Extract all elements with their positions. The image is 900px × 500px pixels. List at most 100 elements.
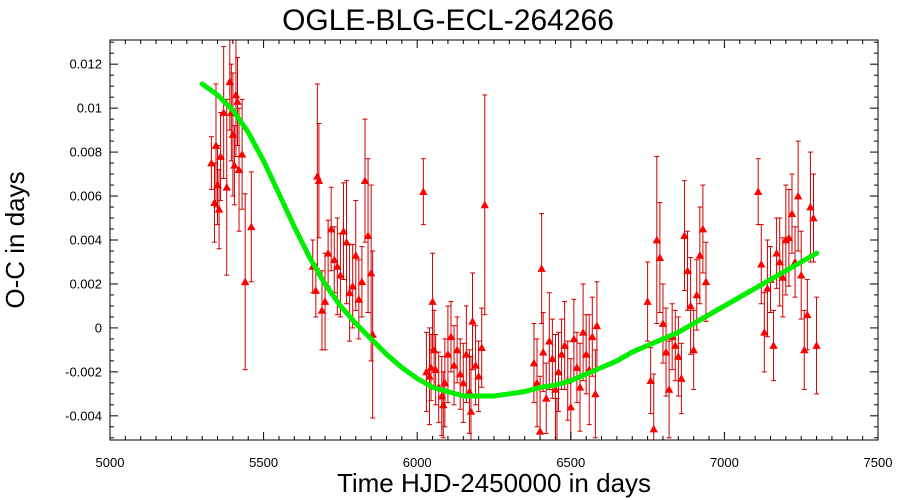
x-tick-label: 6000 bbox=[403, 455, 432, 470]
data-point-triangle bbox=[683, 266, 692, 275]
data-point-triangle bbox=[428, 297, 437, 305]
axis-ticks: 5000 5500 6000 6500 7000 7500 -0.004 -0.002 0 0.0… bbox=[65, 40, 892, 470]
data-point-triangle bbox=[449, 361, 459, 369]
data-point-triangle bbox=[646, 376, 655, 385]
data-point-triangle bbox=[575, 383, 585, 391]
data-point-triangle bbox=[787, 209, 797, 217]
data-point-triangle bbox=[233, 97, 242, 105]
data-point-triangle bbox=[554, 367, 563, 376]
data-point-triangle bbox=[339, 227, 348, 235]
data-point-triangle bbox=[698, 224, 708, 233]
data-point-triangle bbox=[468, 317, 477, 325]
data-point-triangle bbox=[240, 277, 250, 286]
data-point-triangle bbox=[419, 187, 428, 196]
data-point-triangle bbox=[317, 306, 327, 314]
data-point-triangle bbox=[320, 297, 330, 305]
data-point-triangle bbox=[763, 284, 772, 292]
data-point-triangle bbox=[440, 378, 450, 387]
y-tick-label: 0.01 bbox=[77, 101, 102, 116]
data-point-triangle bbox=[555, 437, 559, 440]
data-point-triangle bbox=[333, 262, 342, 270]
data-point-triangle bbox=[572, 363, 582, 371]
data-point-triangle bbox=[214, 205, 224, 213]
data-point-triangle bbox=[336, 270, 345, 279]
data-point-triangle bbox=[655, 253, 665, 261]
data-point-triangle bbox=[784, 233, 794, 242]
data-point-triangle bbox=[207, 158, 216, 167]
data-point-triangle bbox=[474, 372, 483, 380]
data-point-triangle bbox=[313, 172, 322, 180]
data-point-triangle bbox=[351, 251, 360, 259]
data-point-triangle bbox=[535, 427, 545, 435]
data-point-triangle bbox=[219, 108, 228, 116]
data-point-triangle bbox=[342, 237, 351, 246]
data-point-triangle bbox=[429, 345, 439, 354]
data-point-triangle bbox=[311, 286, 321, 294]
data-point-triangle bbox=[753, 187, 763, 196]
data-point-triangle bbox=[809, 213, 818, 222]
data-point-triangle bbox=[578, 328, 588, 336]
data-point-triangle bbox=[348, 281, 357, 290]
data-point-triangle bbox=[581, 350, 591, 358]
data-point-triangle bbox=[652, 235, 662, 244]
data-point-triangle bbox=[480, 200, 489, 209]
data-point-triangle bbox=[529, 358, 539, 367]
data-point-triangle bbox=[649, 424, 658, 433]
data-point-triangle bbox=[425, 372, 434, 380]
data-point-triangle bbox=[213, 180, 222, 189]
y-axis-title: O-C in days bbox=[0, 171, 30, 308]
data-point-triangle bbox=[812, 341, 821, 349]
data-point-triangle bbox=[426, 363, 436, 371]
data-point-triangle bbox=[775, 257, 784, 266]
data-point-triangle bbox=[222, 183, 231, 191]
data-point-triangle bbox=[643, 297, 652, 305]
data-point-triangle bbox=[537, 264, 546, 272]
data-point-triangle bbox=[345, 288, 354, 297]
y-tick-label: -0.002 bbox=[65, 364, 102, 379]
y-tick-label: 0.002 bbox=[69, 276, 102, 291]
data-point-triangle bbox=[354, 295, 364, 303]
data-point-triangle bbox=[366, 268, 376, 277]
data-point-triangle bbox=[677, 374, 686, 382]
data-point-triangle bbox=[680, 231, 689, 239]
data-point-triangle bbox=[551, 385, 560, 393]
data-point-triangle bbox=[231, 90, 241, 99]
data-point-triangle bbox=[477, 343, 486, 352]
data-point-triangle bbox=[692, 290, 701, 299]
data-point-triangle bbox=[437, 391, 446, 400]
data-point-triangle bbox=[465, 387, 474, 396]
data-point-triangle bbox=[769, 341, 778, 349]
data-point-triangle bbox=[686, 301, 695, 310]
data-point-triangle bbox=[228, 130, 238, 138]
x-axis-title: Time HJD-2450000 in days bbox=[337, 468, 651, 498]
data-point-triangle bbox=[760, 328, 769, 336]
data-point-triangle bbox=[542, 394, 551, 402]
data-point-triangle bbox=[545, 336, 554, 345]
data-point-triangle bbox=[452, 345, 462, 354]
data-point-triangle bbox=[671, 341, 680, 349]
y-tick-label: 0 bbox=[95, 320, 102, 335]
data-point-triangle bbox=[569, 334, 579, 343]
data-point-triangle bbox=[314, 176, 324, 185]
x-tick-label: 6500 bbox=[556, 455, 585, 470]
data-point-triangle bbox=[588, 332, 597, 341]
data-point-triangle bbox=[443, 350, 453, 358]
data-point-triangle bbox=[701, 277, 711, 286]
y-tick-label: 0.008 bbox=[69, 145, 102, 160]
data-point-triangle bbox=[247, 222, 256, 231]
data-point-triangle bbox=[695, 251, 705, 259]
data-point-triangle bbox=[757, 259, 766, 268]
data-point-triangle bbox=[216, 152, 225, 160]
chart-title: OGLE-BLG-ECL-264266 bbox=[282, 4, 614, 37]
data-point-triangle bbox=[360, 176, 370, 185]
data-point-triangle bbox=[439, 400, 448, 409]
data-point-triangle bbox=[210, 198, 219, 206]
data-point-triangle bbox=[471, 361, 480, 369]
data-point-triangle bbox=[674, 352, 683, 360]
data-point-triangle bbox=[225, 77, 235, 86]
data-point-triangle bbox=[363, 231, 373, 239]
data-point-triangle bbox=[459, 378, 468, 387]
data-point-triangle bbox=[797, 270, 806, 279]
